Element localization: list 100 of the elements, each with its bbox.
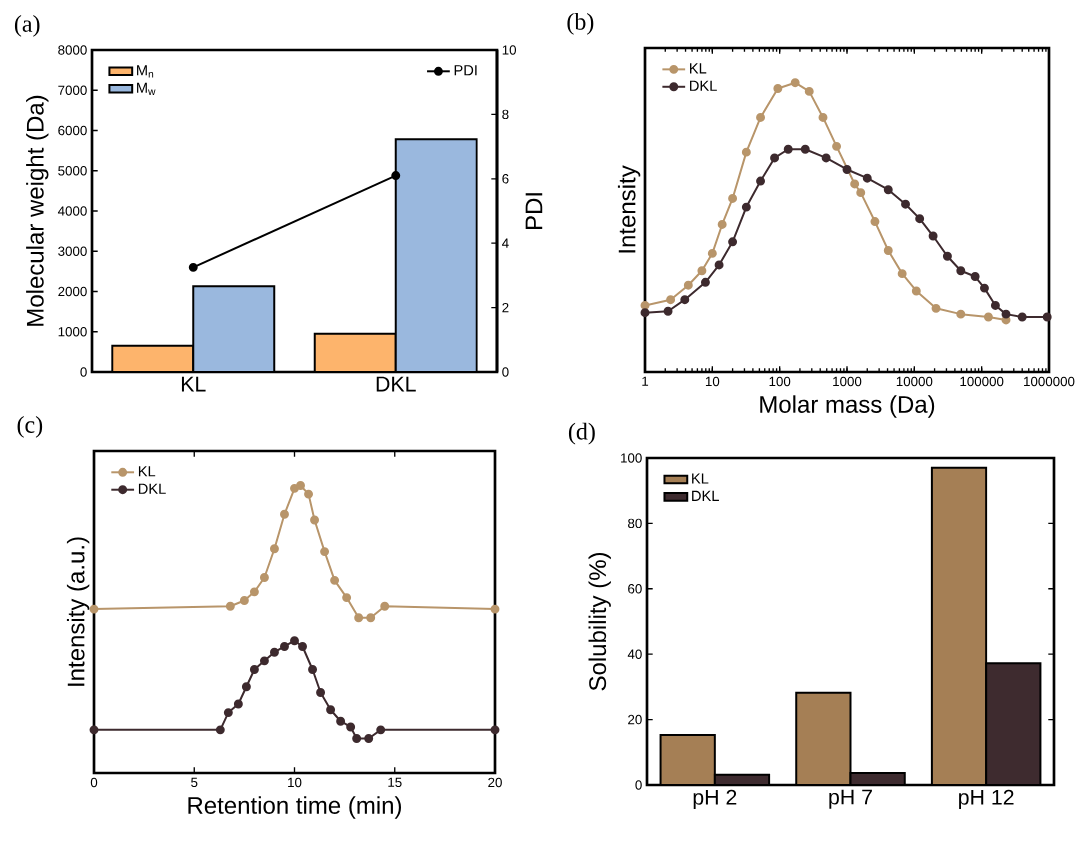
point [380,601,390,611]
chart-title: (c) [17,415,43,438]
y2-tick-label: 0 [502,367,509,377]
point [308,665,318,674]
y-axis-title: Intensity (a.u.) [66,537,90,686]
y-tick-label: 3000 [58,246,87,256]
y-tick-label: 8000 [58,45,87,55]
point [330,575,340,585]
point [223,708,233,718]
x-axis-title: Molar mass (Da) [760,395,935,418]
legend-label: DKL [138,483,166,494]
point [89,604,99,614]
x-tick-label: KL [181,376,206,392]
y-tick-label: 80 [628,518,642,529]
bar [313,332,397,372]
y-axis-title: Solubility (%) [588,553,611,691]
point [336,716,346,726]
point [296,481,305,490]
point [376,725,386,735]
point [290,636,299,646]
point [259,573,269,582]
legend-label: KL [138,466,156,477]
point [298,642,307,651]
x-tick-label: 100000 [960,376,1004,387]
x-tick-label: DKL [376,376,416,392]
point [290,483,299,493]
point [342,593,352,603]
y-tick-label: 2000 [58,286,87,297]
point [239,596,249,605]
y-tick-label: 5000 [58,166,87,176]
point [490,604,500,614]
point [352,734,362,743]
point [490,725,500,735]
x-tick-label: 0 [90,777,98,788]
y-tick-label: 4000 [57,206,87,216]
y-tick-label: 0 [80,367,87,377]
legend-label: KL [692,473,709,484]
point [225,601,235,611]
point [280,509,289,519]
y2-tick-label: 10 [502,45,517,55]
bar [660,734,715,785]
point [241,682,251,692]
point [233,699,243,709]
point [364,734,374,743]
x-tick-label: 15 [388,777,402,787]
x-axis-title: Retention time (min) [188,796,401,819]
point [310,515,320,525]
y2-tick-label: 4 [502,238,509,248]
y2-axis-title: PDI [525,193,543,230]
point [320,547,330,557]
x-tick-label: 1000 [833,376,862,387]
x-tick-label: 10000 [896,376,933,387]
y-tick-label: 40 [627,649,642,659]
x-tick-label: 100 [769,376,791,387]
point [280,642,289,651]
point [366,613,376,623]
chart-title: (b) [567,12,594,35]
bar [394,138,478,372]
legend-label: KL [690,63,707,74]
point [304,489,314,499]
y2-tick-label: 8 [502,109,509,120]
y2-tick-label: 2 [502,302,509,313]
y-axis-title: Intensity [617,165,641,253]
point [269,544,279,554]
legend-label: PDI [454,65,477,76]
y2-tick-label: 6 [502,174,509,184]
x-tick-label: 5 [191,777,198,787]
legend-label: DKL [692,490,719,501]
legend-label: M$_{w}$ [137,82,156,95]
x-tick-label: 20 [488,777,502,788]
point [259,656,269,666]
y-tick-label: 6000 [58,125,87,136]
x-tick-label: 1 [642,376,649,386]
point [215,725,225,735]
x-tick-label: pH 12 [959,789,1014,810]
chart-title: (d) [568,422,595,445]
point [346,722,356,732]
bar [192,285,276,372]
point [249,587,259,597]
y-tick-label: 20 [628,714,642,725]
point [354,613,364,623]
legend-label: DKL [690,80,717,91]
point [326,705,336,715]
point [89,725,99,735]
y-tick-label: 100 [621,453,642,463]
x-tick-label: pH 7 [829,789,872,809]
bar [985,662,1042,785]
point [249,665,259,674]
y-tick-label: 7000 [58,85,87,95]
x-tick-label: 10 [288,777,302,788]
chart-title: (a) [14,15,40,37]
point [316,688,326,697]
y-axis-title: Molecular weight (Da) [26,95,49,326]
x-tick-label: 1000000 [1024,376,1075,387]
x-tick-label: pH 2 [693,789,737,810]
point [269,647,279,657]
bar [796,692,851,785]
x-tick-label: 10 [705,376,720,387]
y-tick-label: 1000 [58,327,87,337]
legend-label: M$_{n}$ [137,65,154,78]
